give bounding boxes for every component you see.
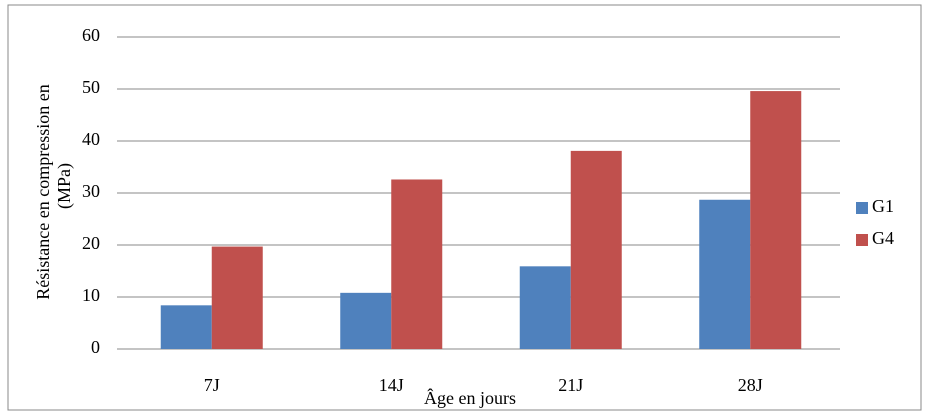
x-tick-label: 28J	[738, 375, 763, 395]
legend-label: G1	[872, 196, 894, 216]
y-tick-label: 20	[82, 233, 100, 253]
bar	[699, 199, 751, 349]
bar	[570, 150, 622, 349]
x-tick-label: 14J	[379, 375, 404, 395]
bar	[160, 305, 212, 349]
legend-label: G4	[872, 228, 894, 248]
legend-swatch	[856, 202, 868, 214]
y-tick-label: 10	[82, 285, 100, 305]
x-tick-label: 21J	[558, 375, 583, 395]
x-tick-label: 7J	[204, 375, 220, 395]
y-axis-title: (MPa)	[54, 163, 75, 209]
bar	[340, 292, 392, 349]
y-tick-label: 40	[82, 129, 100, 149]
y-axis-title: Résistance en compression en	[33, 84, 53, 299]
bar	[211, 246, 263, 349]
y-tick-label: 30	[82, 181, 100, 201]
bar	[519, 266, 571, 349]
legend-swatch	[856, 234, 868, 246]
bar	[750, 91, 802, 349]
bar	[391, 179, 443, 349]
x-axis-title: Âge en jours	[424, 387, 516, 408]
y-tick-label: 0	[91, 337, 100, 357]
y-tick-label: 50	[82, 77, 100, 97]
y-tick-label: 60	[82, 25, 100, 45]
